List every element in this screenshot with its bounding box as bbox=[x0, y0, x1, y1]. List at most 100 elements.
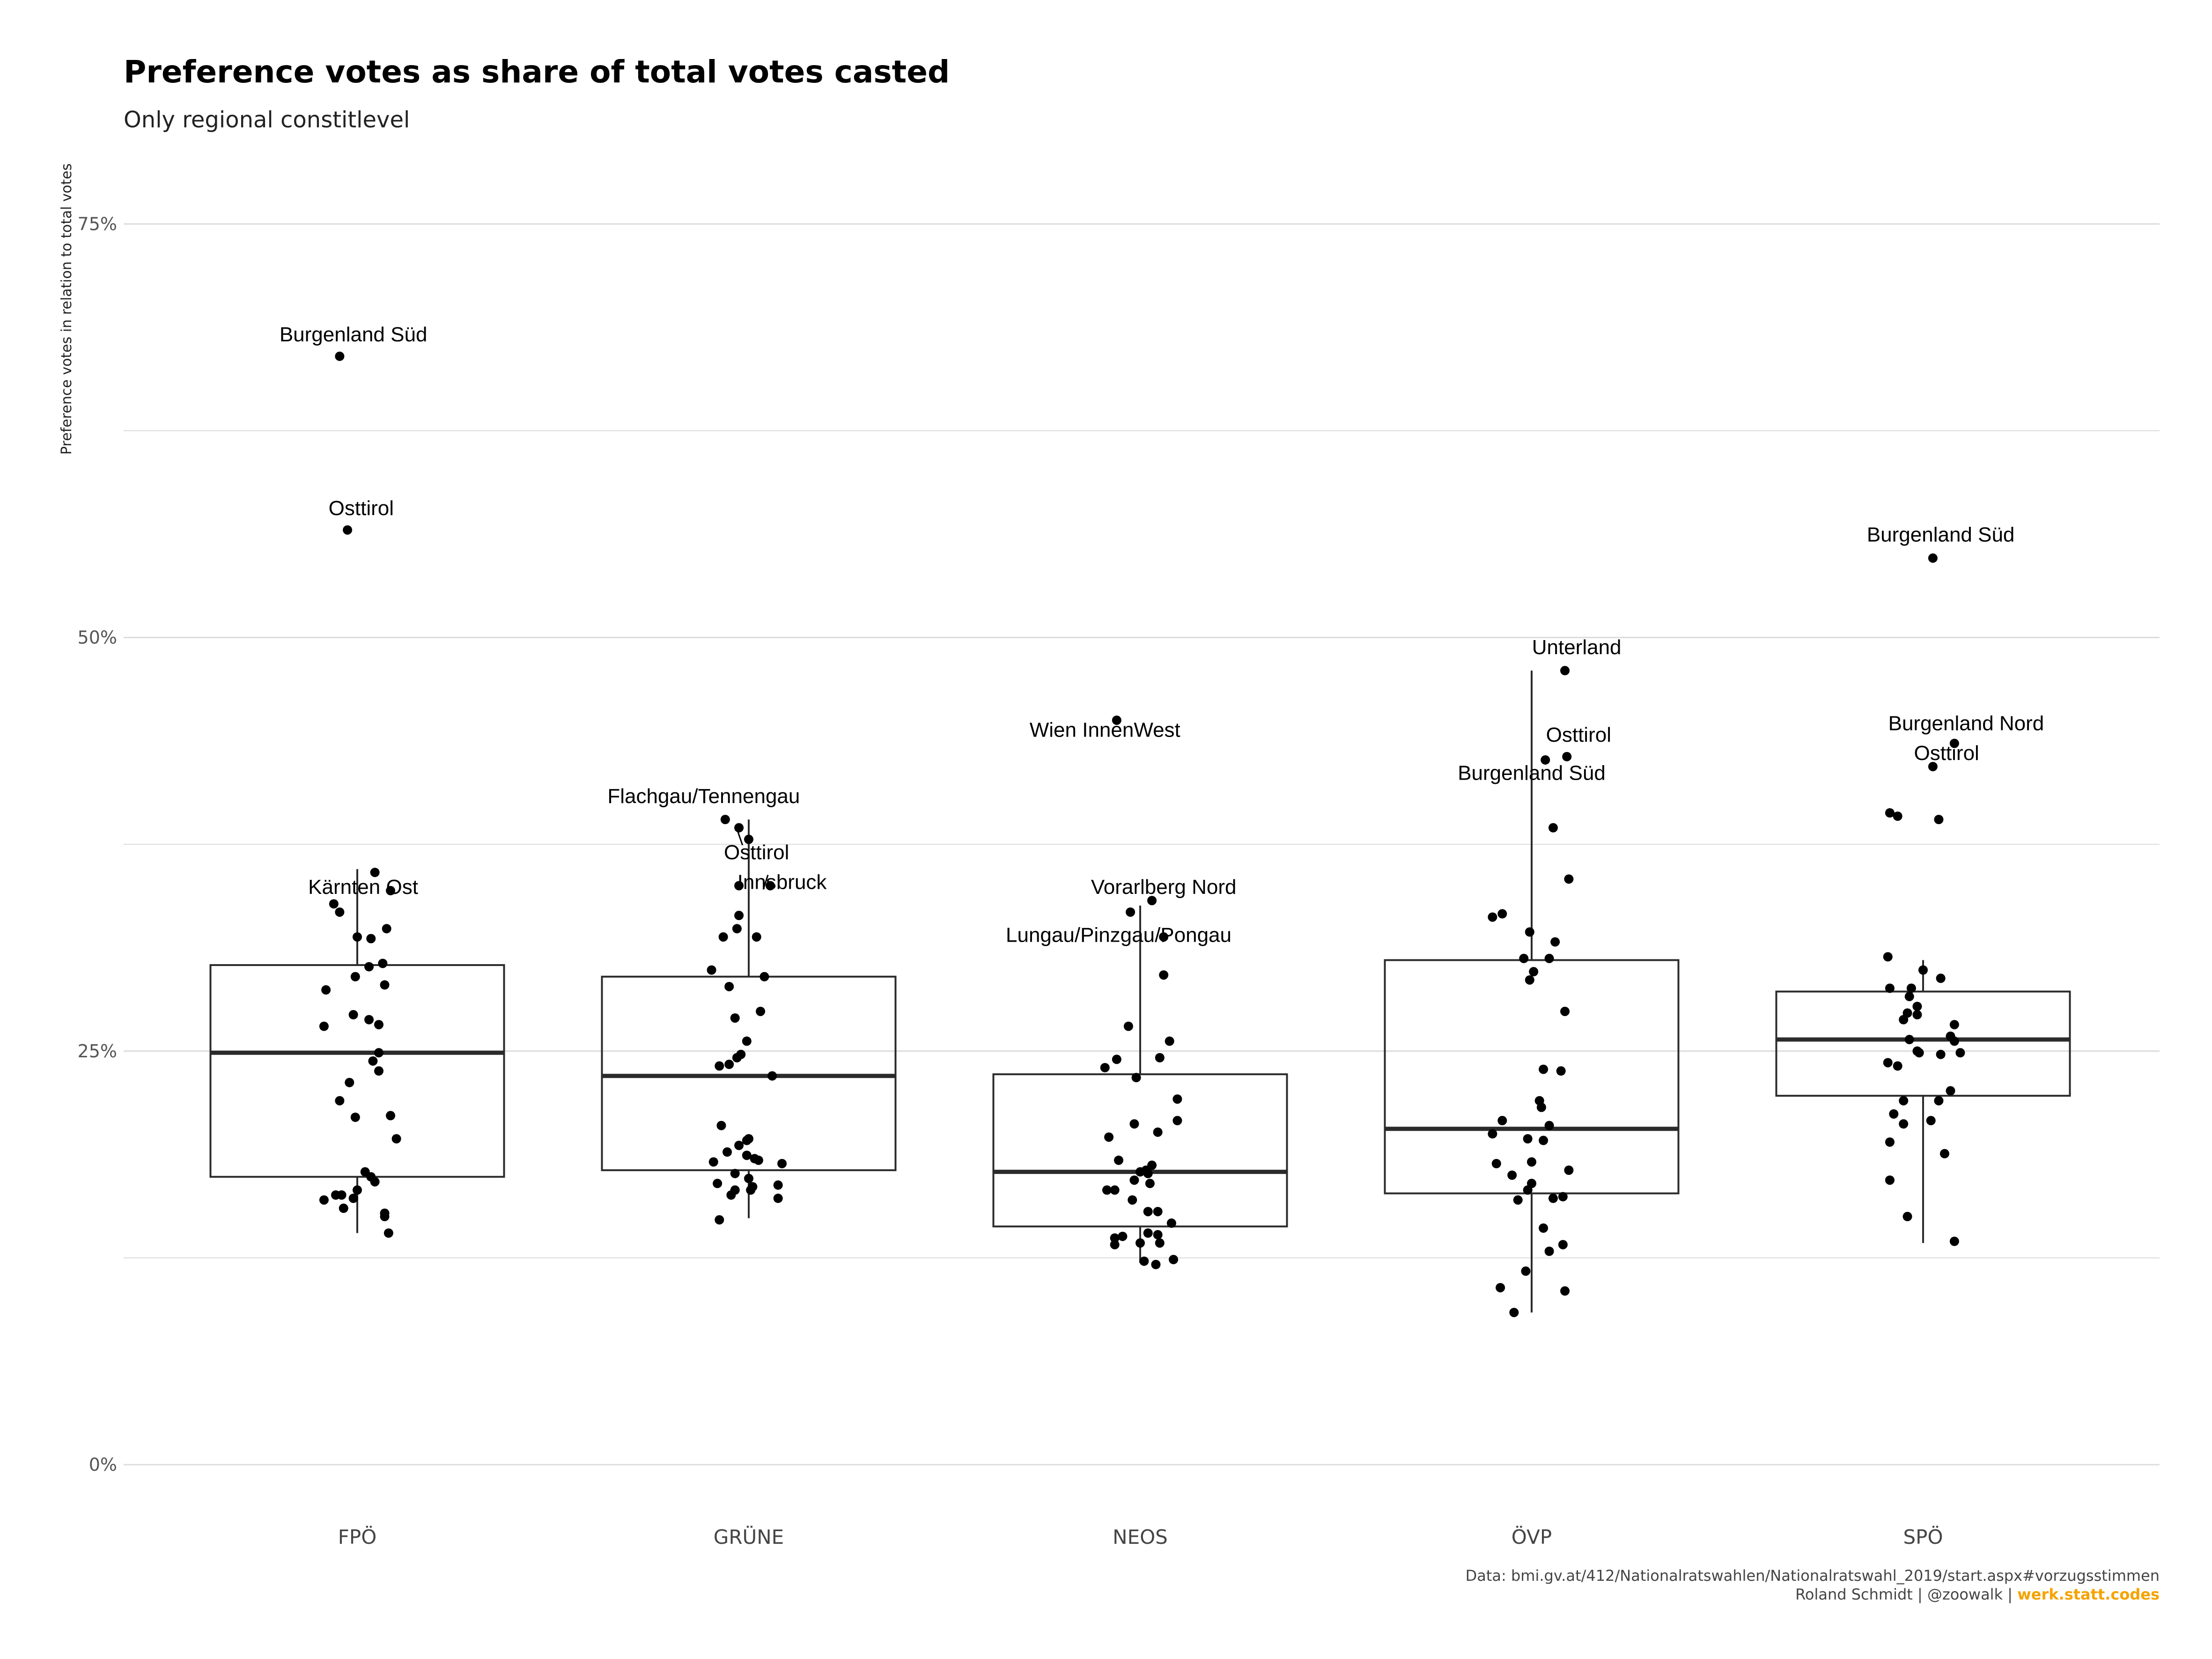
data-point bbox=[1914, 1048, 1924, 1058]
data-point bbox=[1893, 811, 1902, 821]
data-point bbox=[1100, 1063, 1110, 1073]
data-point bbox=[1523, 1134, 1533, 1143]
data-point bbox=[1104, 1132, 1114, 1142]
x-tick-label: NEOS bbox=[1113, 1526, 1168, 1548]
data-point bbox=[1143, 1228, 1153, 1238]
point-label: Wien InnenWest bbox=[1030, 718, 1180, 741]
data-point bbox=[348, 1194, 358, 1203]
data-point bbox=[1912, 1010, 1922, 1020]
data-point bbox=[1123, 1021, 1133, 1031]
y-tick-label: 50% bbox=[78, 627, 117, 648]
data-point bbox=[1147, 896, 1157, 906]
data-point bbox=[1112, 1054, 1121, 1064]
data-point bbox=[744, 1173, 753, 1183]
data-point bbox=[1155, 1238, 1165, 1248]
data-point bbox=[742, 1150, 752, 1160]
data-point bbox=[1955, 1048, 1965, 1058]
data-point bbox=[1507, 1170, 1517, 1180]
data-point bbox=[1151, 1260, 1161, 1269]
data-point bbox=[386, 886, 396, 896]
data-point bbox=[1893, 1061, 1902, 1071]
chart-subtitle: Only regional constitlevel bbox=[124, 107, 410, 133]
point-label: Burgenland Süd bbox=[1867, 524, 2015, 546]
data-point bbox=[1899, 1119, 1909, 1129]
data-point bbox=[1885, 1175, 1895, 1185]
data-point bbox=[366, 934, 376, 944]
point-label: Unterland bbox=[1532, 636, 1622, 659]
data-point bbox=[1172, 1094, 1182, 1104]
data-point bbox=[1562, 752, 1572, 761]
data-point bbox=[1165, 1036, 1174, 1046]
data-point bbox=[364, 962, 374, 972]
data-point bbox=[1902, 1212, 1912, 1222]
data-point bbox=[1135, 1167, 1145, 1177]
data-points bbox=[319, 351, 1965, 1317]
data-point bbox=[1126, 907, 1135, 917]
data-point bbox=[370, 868, 380, 877]
data-point bbox=[368, 1056, 378, 1066]
caption-source: Data: bmi.gv.at/412/Nationalratswahlen/N… bbox=[1466, 1567, 2160, 1585]
y-tick-label: 25% bbox=[78, 1041, 117, 1062]
data-point bbox=[1949, 1020, 1959, 1030]
data-point bbox=[1497, 1116, 1507, 1126]
boxplots bbox=[209, 671, 2071, 1312]
data-point bbox=[1129, 1175, 1139, 1185]
data-point bbox=[1521, 1266, 1531, 1276]
x-tick-label: SPÖ bbox=[1903, 1525, 1943, 1548]
data-point bbox=[1904, 1035, 1914, 1045]
data-point bbox=[1172, 1116, 1182, 1126]
data-point bbox=[767, 1071, 777, 1081]
data-point bbox=[765, 881, 775, 891]
data-point bbox=[1899, 1096, 1909, 1106]
data-point bbox=[734, 881, 744, 891]
data-point bbox=[1883, 1058, 1893, 1068]
point-label: Lungau/Pinzgau/Pongau bbox=[1006, 924, 1231, 947]
data-point bbox=[723, 1147, 732, 1157]
data-point bbox=[1949, 1237, 1959, 1246]
data-point bbox=[1128, 1195, 1137, 1205]
data-point bbox=[378, 959, 388, 968]
data-point bbox=[1523, 1185, 1533, 1195]
data-point bbox=[1527, 1157, 1536, 1167]
box bbox=[601, 975, 897, 1172]
data-point bbox=[720, 815, 730, 825]
y-tick-labels: 0% 25% 50% 75% bbox=[78, 214, 117, 1475]
data-point bbox=[1496, 1283, 1505, 1292]
data-point bbox=[1934, 1096, 1944, 1106]
data-point bbox=[1513, 1195, 1523, 1205]
data-point bbox=[339, 1203, 348, 1213]
data-point bbox=[1143, 1207, 1153, 1217]
data-point bbox=[1525, 927, 1534, 937]
caption-author: Roland Schmidt | @zoowalk | bbox=[1795, 1585, 2017, 1603]
data-point bbox=[343, 525, 353, 535]
data-point bbox=[1934, 815, 1944, 825]
data-point bbox=[1143, 1169, 1153, 1179]
data-point bbox=[1560, 666, 1570, 676]
point-label: Burgenland Süd bbox=[280, 323, 428, 346]
data-point bbox=[715, 1061, 724, 1071]
data-point bbox=[744, 834, 753, 844]
data-point bbox=[1159, 970, 1169, 980]
data-point bbox=[1129, 1119, 1139, 1129]
data-point bbox=[374, 1066, 383, 1076]
data-point bbox=[716, 1121, 726, 1130]
box bbox=[209, 964, 505, 1178]
data-point bbox=[1889, 1109, 1899, 1119]
data-point bbox=[1885, 1137, 1895, 1147]
data-point bbox=[1110, 1240, 1120, 1250]
data-point bbox=[734, 911, 744, 921]
data-point bbox=[1560, 1286, 1570, 1296]
data-point bbox=[1145, 1179, 1155, 1188]
data-point bbox=[1110, 1185, 1120, 1195]
data-point bbox=[1906, 983, 1916, 993]
data-point bbox=[1558, 1192, 1568, 1202]
data-point bbox=[380, 980, 390, 990]
data-point bbox=[337, 1190, 347, 1200]
data-point bbox=[350, 1113, 360, 1122]
data-point bbox=[732, 1053, 742, 1062]
data-point bbox=[348, 1010, 358, 1020]
data-point bbox=[734, 1141, 744, 1150]
data-point bbox=[1131, 1073, 1141, 1083]
data-point bbox=[1550, 937, 1560, 947]
data-point bbox=[752, 932, 761, 942]
